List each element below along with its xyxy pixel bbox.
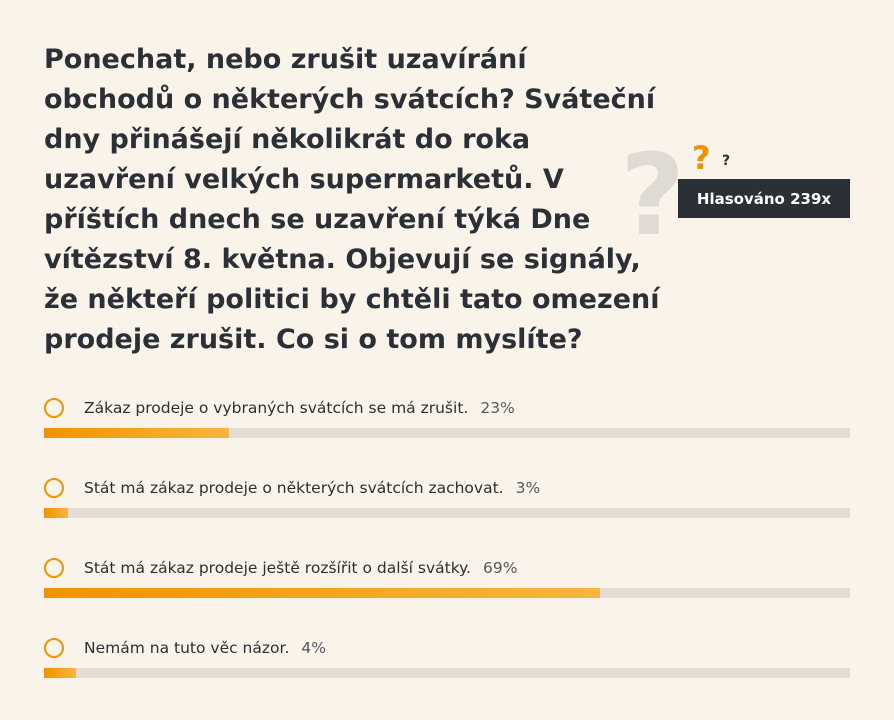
poll-option[interactable]: Stát má zákaz prodeje o některých svátcí… bbox=[44, 472, 850, 552]
radio-button[interactable] bbox=[44, 638, 64, 658]
radio-button[interactable] bbox=[44, 478, 64, 498]
result-bar bbox=[44, 508, 850, 518]
radio-button[interactable] bbox=[44, 558, 64, 578]
radio-button[interactable] bbox=[44, 398, 64, 418]
orange-question-mark-icon: ? bbox=[692, 139, 711, 177]
option-label: Stát má zákaz prodeje o některých svátcí… bbox=[84, 479, 504, 497]
result-bar bbox=[44, 668, 850, 678]
option-percent: 69% bbox=[483, 559, 518, 577]
option-percent: 23% bbox=[480, 399, 515, 417]
option-label: Zákaz prodeje o vybraných svátcích se má… bbox=[84, 399, 469, 417]
result-bar bbox=[44, 588, 850, 598]
option-label: Nemám na tuto věc názor. bbox=[84, 639, 290, 657]
result-bar-fill bbox=[44, 668, 77, 678]
result-bar-fill bbox=[44, 428, 230, 438]
option-label: Stát má zákaz prodeje ještě rozšířit o d… bbox=[84, 559, 472, 577]
option-percent: 4% bbox=[301, 639, 326, 657]
result-bar-fill bbox=[44, 588, 601, 598]
small-question-mark-icon: ? bbox=[722, 153, 731, 169]
poll-question: Ponechat, nebo zrušit uzavírání obchodů … bbox=[44, 44, 660, 355]
poll-option[interactable]: Zákaz prodeje o vybraných svátcích se má… bbox=[44, 392, 850, 472]
poll-options: Zákaz prodeje o vybraných svátcích se má… bbox=[44, 392, 850, 712]
poll-option[interactable]: Stát má zákaz prodeje ještě rozšířit o d… bbox=[44, 552, 850, 632]
result-bar bbox=[44, 428, 850, 438]
poll-option[interactable]: Nemám na tuto věc názor. 4% bbox=[44, 632, 850, 712]
votes-count-badge: Hlasováno 239x bbox=[678, 179, 850, 218]
result-bar-fill bbox=[44, 508, 69, 518]
option-percent: 3% bbox=[515, 479, 541, 497]
